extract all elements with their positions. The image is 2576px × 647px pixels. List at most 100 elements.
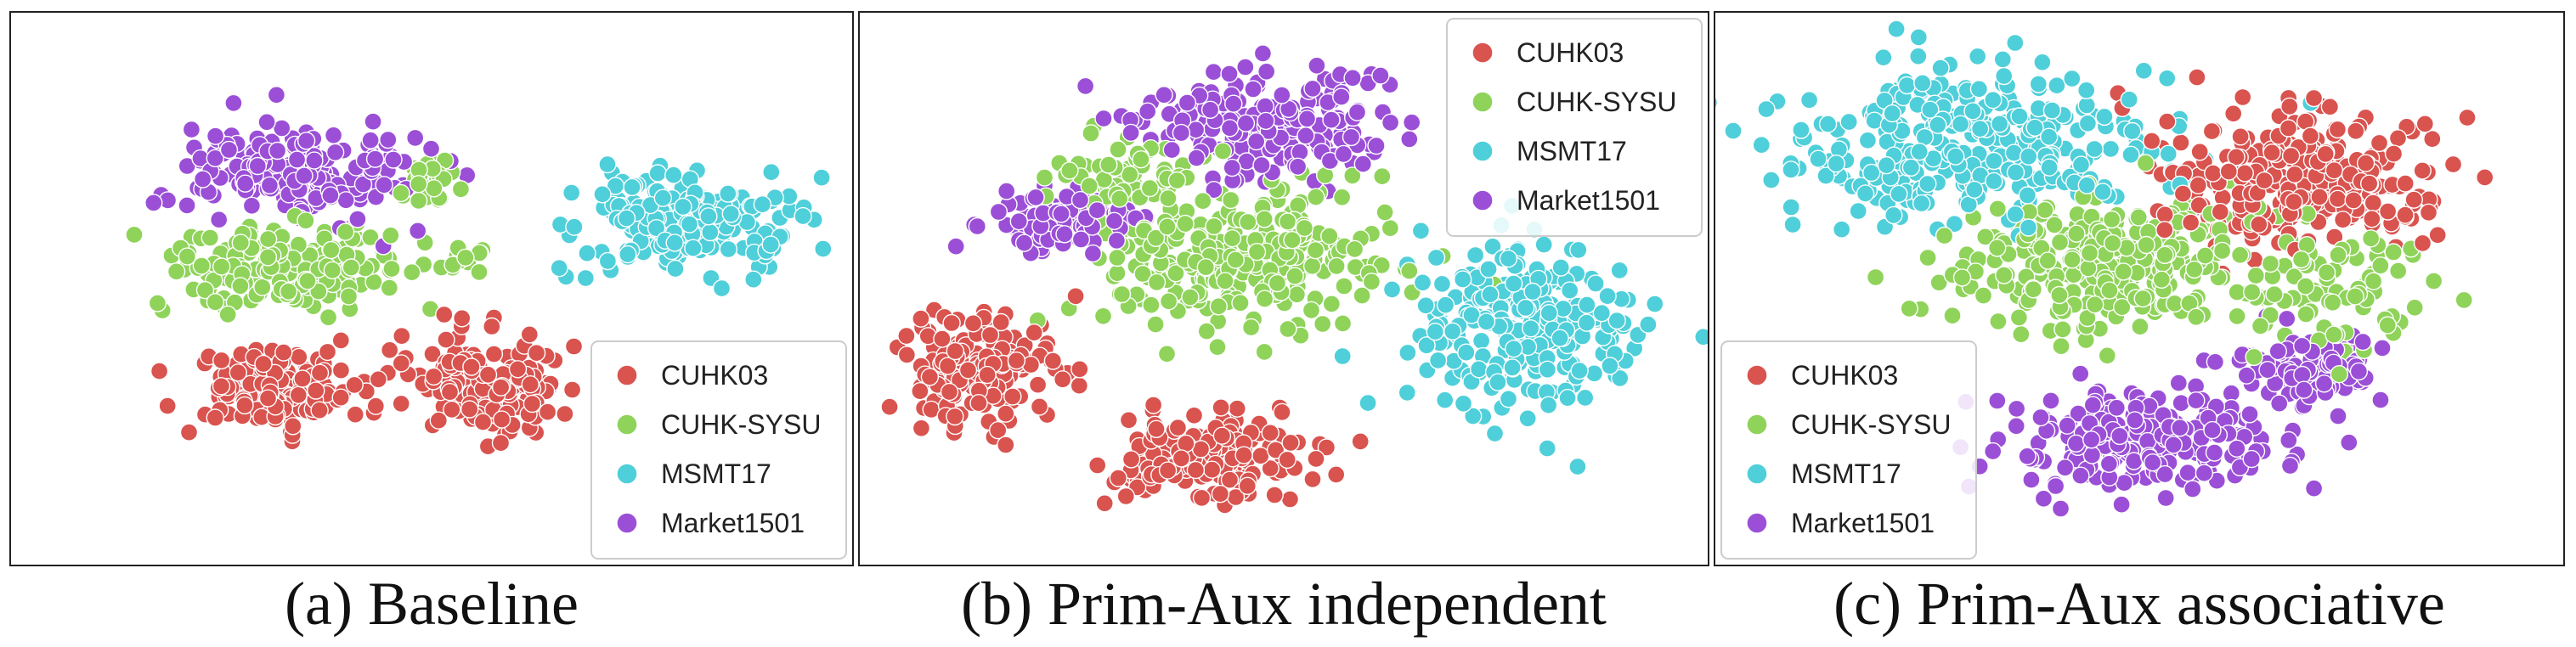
point-msmt17 <box>1570 361 1589 380</box>
point-msmt17 <box>2122 121 2142 141</box>
point-msmt17 <box>1518 409 1537 428</box>
point-cuhk03 <box>920 368 940 386</box>
point-cuhk-sysu <box>1109 140 1127 159</box>
point-msmt17 <box>1568 457 1587 476</box>
point-msmt17 <box>2076 81 2096 100</box>
point-msmt17 <box>2078 114 2098 133</box>
point-market1501 <box>336 191 355 210</box>
point-cuhk03 <box>293 369 312 388</box>
point-cuhk-sysu <box>1120 165 1139 184</box>
point-cuhk03 <box>310 363 330 382</box>
point-cuhk-sysu <box>253 278 272 296</box>
point-market1501 <box>353 175 373 194</box>
point-msmt17 <box>1610 261 1629 280</box>
point-cuhk-sysu <box>2045 216 2064 234</box>
point-msmt17 <box>1918 174 1937 194</box>
point-cuhk03 <box>2316 144 2335 164</box>
point-market1501 <box>242 196 262 216</box>
point-market1501 <box>2371 391 2390 409</box>
point-cuhk03 <box>988 421 1008 440</box>
point-msmt17 <box>1417 336 1436 355</box>
point-msmt17 <box>1792 121 1811 139</box>
point-cuhk03 <box>2219 162 2239 181</box>
point-cuhk-sysu <box>2079 259 2098 278</box>
point-msmt17 <box>1799 91 1819 110</box>
point-msmt17 <box>699 207 718 226</box>
point-cuhk03 <box>491 434 511 453</box>
point-cuhk-sysu <box>167 262 186 281</box>
point-cuhk03 <box>2356 154 2375 172</box>
point-msmt17 <box>1921 100 1940 119</box>
point-cuhk-sysu <box>1918 248 1937 267</box>
point-cuhk03 <box>2211 202 2230 222</box>
point-cuhk-sysu <box>2114 262 2133 281</box>
point-msmt17 <box>1946 147 1965 166</box>
point-msmt17 <box>619 245 637 264</box>
point-market1501 <box>2240 405 2259 424</box>
point-cuhk-sysu <box>192 256 212 275</box>
point-msmt17 <box>1516 298 1535 318</box>
point-cuhk-sysu <box>1108 248 1127 267</box>
point-cuhk03 <box>1007 352 1026 370</box>
point-market1501 <box>295 166 314 185</box>
point-msmt17 <box>1909 28 1929 47</box>
point-market1501 <box>2083 396 2103 414</box>
legend-marker <box>1472 140 1494 162</box>
point-cuhk03 <box>284 417 302 436</box>
point-cuhk03 <box>460 400 479 419</box>
point-market1501 <box>2031 408 2050 427</box>
point-msmt17 <box>1435 391 1455 409</box>
point-cuhk-sysu <box>2112 298 2132 317</box>
point-market1501 <box>2373 339 2392 357</box>
point-msmt17 <box>1858 131 1878 150</box>
point-cuhk03 <box>1144 396 1163 414</box>
point-msmt17 <box>2029 75 2048 93</box>
point-cuhk03 <box>2325 160 2344 180</box>
point-market1501 <box>2042 391 2060 410</box>
point-cuhk-sysu <box>1302 301 1321 320</box>
panel-caption: (a) Baseline <box>285 570 579 638</box>
point-cuhk-sysu <box>1167 264 1185 283</box>
point-cuhk-sysu <box>342 258 360 277</box>
point-cuhk-sysu <box>2388 262 2408 280</box>
point-cuhk-sysu <box>380 278 398 297</box>
point-cuhk03 <box>1028 375 1048 394</box>
point-market1501 <box>1400 130 1419 149</box>
legend-marker <box>1746 414 1768 436</box>
point-cuhk03 <box>1066 287 1085 306</box>
point-cuhk-sysu <box>2100 281 2119 300</box>
point-market1501 <box>2051 499 2070 518</box>
point-msmt17 <box>1931 59 1950 77</box>
point-cuhk03 <box>1184 406 1204 425</box>
point-cuhk-sysu <box>258 229 278 249</box>
point-market1501 <box>2292 336 2312 356</box>
point-cuhk-sysu <box>1110 189 1129 208</box>
point-cuhk-sysu <box>336 222 355 241</box>
point-cuhk03 <box>1168 419 1188 437</box>
point-market1501 <box>1381 113 1400 132</box>
point-msmt17 <box>1694 328 1708 346</box>
point-cuhk-sysu <box>1952 268 1972 287</box>
point-cuhk03 <box>346 405 364 424</box>
point-msmt17 <box>1901 158 1921 177</box>
point-cuhk-sysu <box>2098 346 2117 365</box>
point-cuhk03 <box>235 396 254 415</box>
point-cuhk-sysu <box>392 183 410 203</box>
point-cuhk-sysu <box>451 180 471 199</box>
point-cuhk-sysu <box>2038 251 2058 270</box>
point-market1501 <box>946 237 965 256</box>
point-msmt17 <box>1522 319 1540 338</box>
point-cuhk03 <box>1261 424 1280 442</box>
point-msmt17 <box>1929 115 1947 134</box>
point-msmt17 <box>1479 260 1498 278</box>
point-cuhk-sysu <box>2251 317 2270 335</box>
point-cuhk-sysu <box>1362 273 1381 291</box>
point-cuhk-sysu <box>2024 280 2043 299</box>
point-cuhk-sysu <box>456 248 475 267</box>
point-cuhk03 <box>2310 188 2329 206</box>
point-market1501 <box>1104 211 1124 230</box>
point-msmt17 <box>1436 295 1455 314</box>
point-msmt17 <box>1965 180 1984 200</box>
point-msmt17 <box>684 239 703 257</box>
point-market1501 <box>1988 391 2007 410</box>
